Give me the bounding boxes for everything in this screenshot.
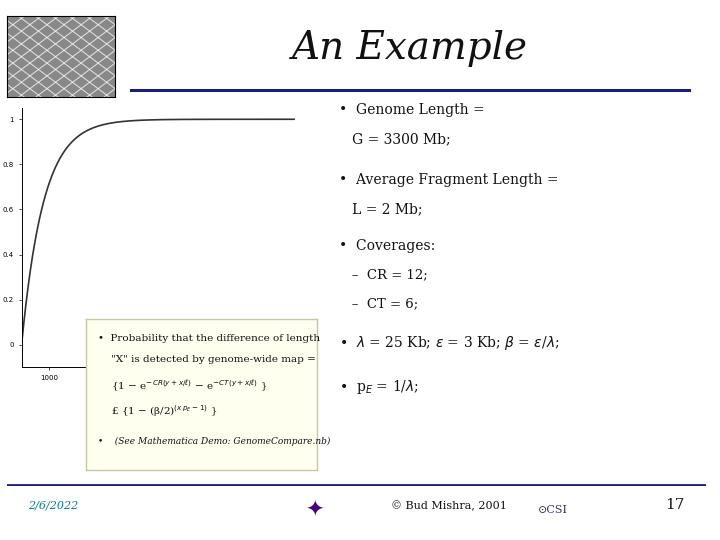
Text: ⊙CSI: ⊙CSI <box>538 505 568 515</box>
Text: •  Genome Length =: • Genome Length = <box>338 103 485 117</box>
Text: 17: 17 <box>665 498 685 512</box>
Text: •  p$_E$ = 1/$\lambda$;: • p$_E$ = 1/$\lambda$; <box>338 378 418 396</box>
Text: L = 2 Mb;: L = 2 Mb; <box>338 202 422 216</box>
Text: •  Average Fragment Length =: • Average Fragment Length = <box>338 173 558 187</box>
Text: £ {1 − (β/2)$^{(x\,p_E−1)}$ }: £ {1 − (β/2)$^{(x\,p_E−1)}$ } <box>98 403 217 419</box>
Text: G = 3300 Mb;: G = 3300 Mb; <box>338 132 450 146</box>
Text: "X" is detected by genome-wide map =: "X" is detected by genome-wide map = <box>98 355 316 364</box>
Text: ✦: ✦ <box>305 500 324 521</box>
Text: –  CT = 6;: – CT = 6; <box>338 298 418 310</box>
Text: •  Probability that the difference of length: • Probability that the difference of len… <box>98 334 320 343</box>
Text: •  Coverages:: • Coverages: <box>338 239 435 253</box>
Text: © Bud Mishra, 2001: © Bud Mishra, 2001 <box>392 500 507 511</box>
Text: {1 − e$^{−CR(y+x/\ell)}$ − e$^{−CT(y+x/\ell)}$ }: {1 − e$^{−CR(y+x/\ell)}$ − e$^{−CT(y+x/\… <box>98 379 268 394</box>
Text: –  CR = 12;: – CR = 12; <box>338 268 428 281</box>
Text: An Example: An Example <box>292 30 528 67</box>
Text: •  $\lambda$ = 25 Kb; $\varepsilon$ = 3 Kb; $\beta$ = $\varepsilon$/$\lambda$;: • $\lambda$ = 25 Kb; $\varepsilon$ = 3 K… <box>338 334 559 352</box>
Text: •    (See Mathematica Demo: GenomeCompare.nb): • (See Mathematica Demo: GenomeCompare.n… <box>98 436 330 446</box>
Text: 2/6/2022: 2/6/2022 <box>28 501 78 510</box>
